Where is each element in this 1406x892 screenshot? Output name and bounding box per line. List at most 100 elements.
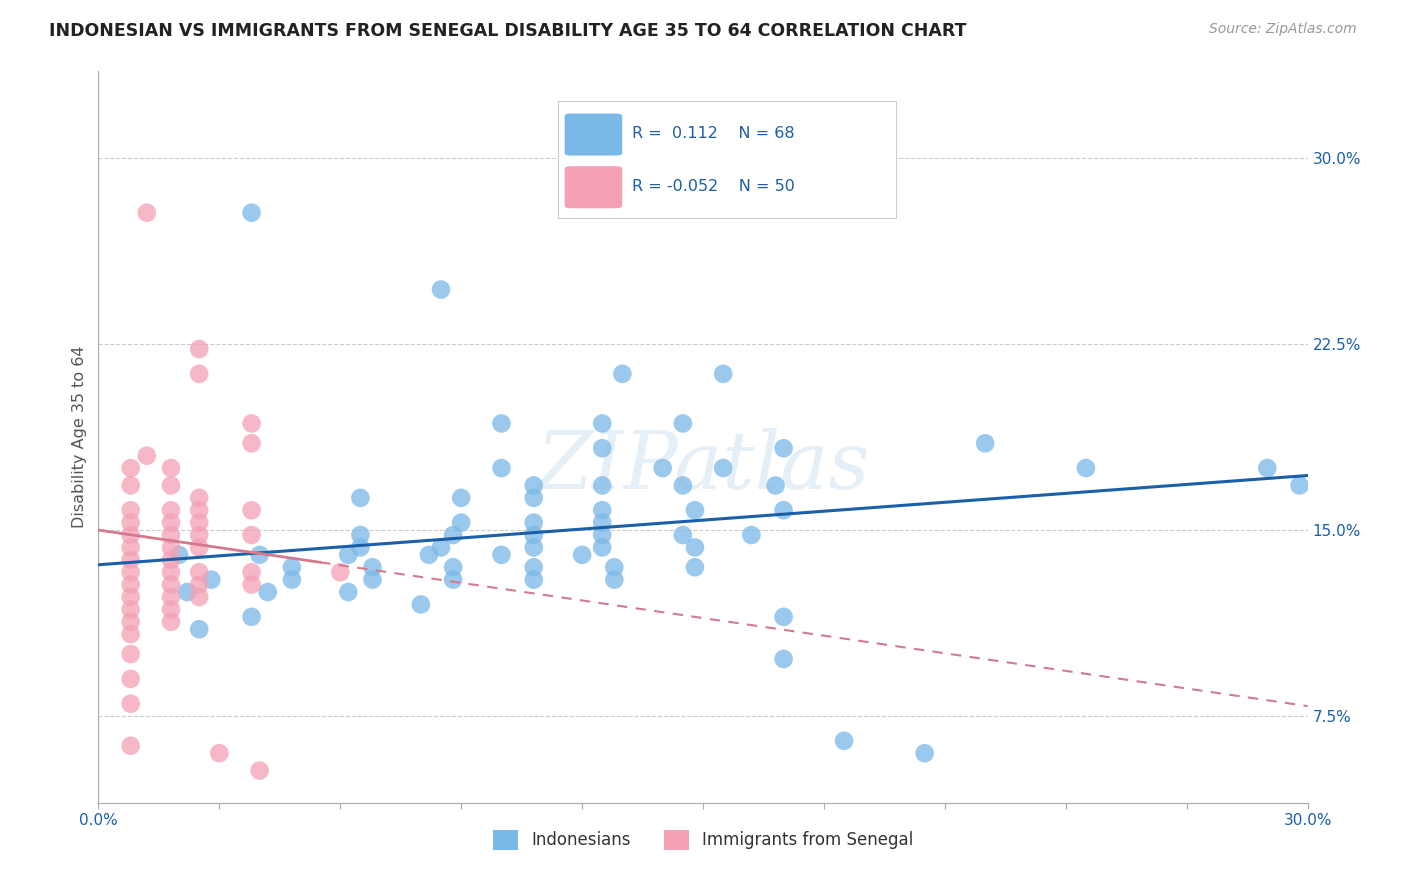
Point [120, 672, 142, 686]
Point [160, 541, 183, 555]
Point [240, 436, 263, 450]
Point [523, 560, 546, 574]
Point [281, 573, 304, 587]
Point [491, 548, 513, 562]
Point [591, 503, 613, 517]
Point [441, 573, 464, 587]
Point [188, 541, 211, 555]
Point [337, 585, 360, 599]
Point [160, 602, 183, 616]
Point [240, 577, 263, 591]
Point [523, 573, 546, 587]
Point [450, 491, 472, 505]
Point [120, 627, 142, 641]
Point [491, 461, 513, 475]
Point [120, 697, 142, 711]
Point [603, 560, 626, 574]
Point [672, 417, 695, 431]
Point [523, 541, 546, 555]
Legend: Indonesians, Immigrants from Senegal: Indonesians, Immigrants from Senegal [486, 823, 920, 856]
Point [240, 503, 263, 517]
Point [361, 573, 384, 587]
Point [772, 610, 794, 624]
Point [1256, 461, 1278, 475]
Point [160, 565, 183, 579]
Point [1288, 478, 1310, 492]
Point [591, 417, 613, 431]
Point [523, 528, 546, 542]
Point [1074, 461, 1097, 475]
Point [349, 491, 371, 505]
Point [683, 541, 706, 555]
Point [135, 205, 157, 219]
Text: ZIPatlas: ZIPatlas [536, 427, 870, 505]
Point [120, 553, 142, 567]
Point [772, 442, 794, 456]
Point [591, 528, 613, 542]
Point [591, 442, 613, 456]
Point [160, 590, 183, 604]
Point [772, 652, 794, 666]
Point [450, 516, 472, 530]
Point [160, 478, 183, 492]
Point [167, 548, 190, 562]
Point [240, 205, 263, 219]
Point [160, 516, 183, 530]
Point [200, 573, 222, 587]
Point [160, 577, 183, 591]
Point [120, 478, 142, 492]
Point [612, 367, 634, 381]
Point [711, 367, 734, 381]
Point [188, 565, 211, 579]
Point [337, 548, 360, 562]
Point [120, 577, 142, 591]
Point [188, 622, 211, 636]
Point [740, 528, 762, 542]
Point [188, 528, 211, 542]
Point [430, 541, 453, 555]
Point [441, 528, 464, 542]
Point [591, 516, 613, 530]
Point [430, 283, 453, 297]
Point [571, 548, 593, 562]
Point [240, 528, 263, 542]
Point [120, 516, 142, 530]
Point [120, 541, 142, 555]
Point [772, 503, 794, 517]
Point [672, 478, 695, 492]
Point [188, 503, 211, 517]
Point [160, 615, 183, 629]
Point [240, 565, 263, 579]
Point [188, 590, 211, 604]
Point [349, 528, 371, 542]
Point [711, 461, 734, 475]
Point [240, 417, 263, 431]
Point [160, 553, 183, 567]
Point [120, 615, 142, 629]
Point [188, 367, 211, 381]
Point [249, 548, 271, 562]
Point [281, 560, 304, 574]
Point [188, 342, 211, 356]
Point [120, 528, 142, 542]
Point [349, 541, 371, 555]
Point [120, 602, 142, 616]
Point [120, 590, 142, 604]
Point [256, 585, 278, 599]
Point [120, 503, 142, 517]
Point [120, 565, 142, 579]
Point [120, 461, 142, 475]
Text: INDONESIAN VS IMMIGRANTS FROM SENEGAL DISABILITY AGE 35 TO 64 CORRELATION CHART: INDONESIAN VS IMMIGRANTS FROM SENEGAL DI… [49, 22, 967, 40]
Point [591, 478, 613, 492]
Point [409, 598, 432, 612]
Point [361, 560, 384, 574]
Point [176, 585, 198, 599]
Point [603, 573, 626, 587]
Point [160, 528, 183, 542]
Point [160, 461, 183, 475]
Point [523, 516, 546, 530]
Point [683, 560, 706, 574]
Point [523, 491, 546, 505]
Point [832, 734, 855, 748]
Point [765, 478, 787, 492]
